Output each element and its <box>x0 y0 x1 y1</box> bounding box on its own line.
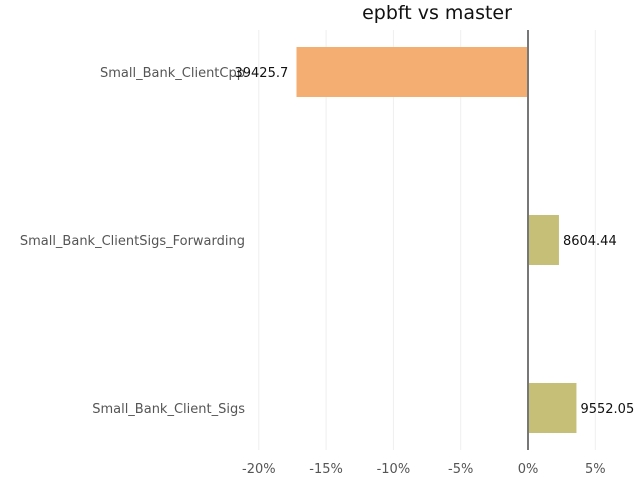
x-tick-label: -10% <box>377 462 411 477</box>
grid-lines <box>258 30 596 450</box>
bar <box>296 47 528 97</box>
data-label: 39425.7 <box>234 66 288 81</box>
x-tick-label: 5% <box>585 462 606 477</box>
bar <box>528 215 559 265</box>
data-label: 9552.05 <box>580 402 634 417</box>
labels: -20% -15% -10% -5% 0% 5% Small_Bank_ClientCpp3… <box>20 66 634 477</box>
category-label: Small_Bank_ClientCpp <box>100 66 245 81</box>
category-label: Small_Bank_ClientSigs_Forwarding <box>20 234 245 249</box>
bar <box>528 383 577 433</box>
x-tick-label: 0% <box>518 462 539 477</box>
data-label: 8604.44 <box>563 234 617 249</box>
x-tick-label: -20% <box>242 462 276 477</box>
x-tick-label: -15% <box>309 462 343 477</box>
chart-title: epbft vs master <box>362 2 512 24</box>
category-label: Small_Bank_Client_Sigs <box>92 402 245 417</box>
x-tick-label: -5% <box>448 462 473 477</box>
bars <box>296 47 577 433</box>
